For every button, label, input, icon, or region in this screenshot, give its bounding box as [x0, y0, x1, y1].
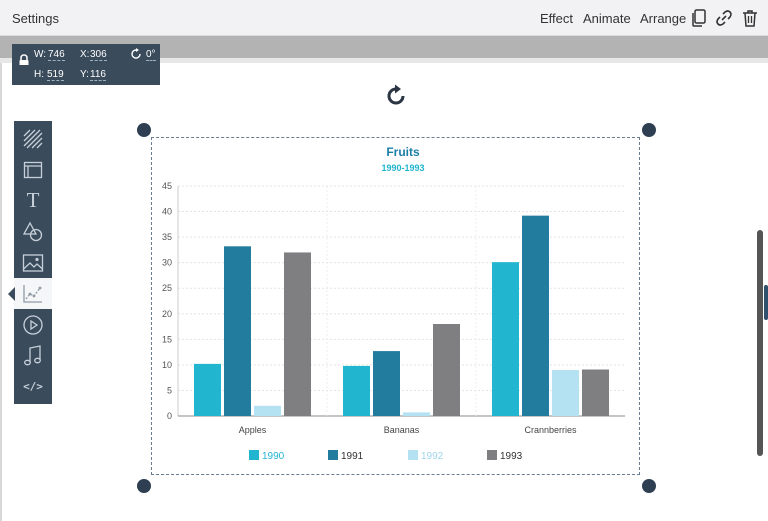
x-label: X:	[80, 49, 90, 60]
active-tool-pointer	[8, 287, 15, 301]
music-note-icon	[24, 344, 41, 365]
y-tick-label: 35	[162, 232, 172, 242]
tool-image[interactable]	[14, 247, 52, 278]
canvas-header-strip	[0, 36, 768, 58]
x-tick-label: Apples	[239, 425, 267, 435]
y-tick-label: 30	[162, 258, 172, 268]
legend-label-1992[interactable]: 1992	[421, 451, 444, 462]
legend-label-1993[interactable]: 1993	[500, 451, 523, 462]
y-tick-label: 15	[162, 334, 172, 344]
code-icon: </>	[23, 380, 43, 393]
y-tick-label: 25	[162, 283, 172, 293]
layout-icon	[23, 161, 43, 178]
legend-label-1990[interactable]: 1990	[262, 451, 285, 462]
animate-menu[interactable]: Animate	[583, 11, 631, 26]
tool-text[interactable]: T	[14, 185, 52, 216]
height-value[interactable]: 519	[47, 69, 64, 81]
legend-label-1991[interactable]: 1991	[341, 451, 364, 462]
panel-title: Settings	[12, 11, 59, 26]
text-icon: T	[26, 188, 40, 212]
bar-1993-apples[interactable]	[284, 252, 311, 416]
trash-icon[interactable]	[740, 8, 760, 28]
chart-title: Fruits	[386, 145, 420, 159]
x-tick-label: Bananas	[384, 425, 420, 435]
bar-1990-crannberries[interactable]	[492, 262, 519, 416]
effect-menu[interactable]: Effect	[540, 11, 574, 26]
vertical-scrollbar[interactable]	[757, 230, 763, 456]
resize-handle-bottom-right[interactable]	[642, 479, 656, 493]
tool-shapes[interactable]	[14, 216, 52, 247]
bar-1991-apples[interactable]	[224, 246, 251, 416]
x-tick-label: Crannberries	[524, 425, 577, 435]
bar-1991-crannberries[interactable]	[522, 215, 549, 416]
element-toolbox: T </>	[14, 121, 52, 404]
pattern-icon	[23, 129, 43, 148]
rotate-icon	[131, 48, 141, 59]
shapes-icon	[22, 221, 43, 241]
y-tick-label: 45	[162, 181, 172, 191]
tool-code[interactable]: </>	[14, 371, 52, 402]
y-value[interactable]: 116	[90, 69, 106, 81]
bar-1992-bananas[interactable]	[403, 412, 430, 416]
rotation-value[interactable]: 0°	[146, 49, 156, 61]
y-tick-label: 40	[162, 207, 172, 217]
tool-audio[interactable]	[14, 340, 52, 371]
bar-1993-crannberries[interactable]	[582, 369, 609, 416]
copy-icon[interactable]	[689, 8, 709, 28]
dimensions-panel: W: 746 X: 306 0° H: 519 Y: 116	[12, 44, 160, 85]
canvas-left-border	[0, 63, 2, 521]
link-icon[interactable]	[714, 8, 734, 28]
top-toolbar: Settings Effect Animate Arrange	[0, 0, 768, 36]
chart-subtitle: 1990-1993	[381, 163, 424, 173]
resize-handle-top-right[interactable]	[642, 123, 656, 137]
refresh-icon[interactable]	[384, 84, 408, 108]
x-value[interactable]: 306	[90, 49, 107, 61]
arrange-menu[interactable]: Arrange	[640, 11, 687, 26]
tool-pattern[interactable]	[14, 123, 52, 154]
legend-swatch-1993[interactable]	[487, 450, 497, 460]
resize-handle-top-left[interactable]	[137, 123, 151, 137]
y-tick-label: 10	[162, 360, 172, 370]
bar-1991-bananas[interactable]	[373, 351, 400, 416]
y-tick-label: 0	[167, 411, 172, 421]
tool-video[interactable]	[14, 309, 52, 340]
legend-swatch-1992[interactable]	[408, 450, 418, 460]
bar-1990-bananas[interactable]	[343, 365, 370, 416]
line-chart-icon	[23, 284, 42, 303]
width-label: W:	[34, 49, 47, 60]
bar-1992-crannberries[interactable]	[552, 370, 579, 416]
width-value[interactable]: 746	[48, 49, 65, 61]
y-tick-label: 20	[162, 309, 172, 319]
scrollbar-thumb[interactable]	[764, 285, 768, 320]
resize-handle-bottom-left[interactable]	[137, 479, 151, 493]
tool-layout[interactable]	[14, 154, 52, 185]
y-tick-label: 5	[167, 385, 172, 395]
canvas-top-border	[0, 58, 768, 63]
image-icon	[22, 253, 44, 272]
bar-1993-bananas[interactable]	[433, 324, 460, 416]
tool-chart[interactable]	[14, 278, 52, 309]
chart-selection-frame[interactable]	[151, 137, 640, 475]
bar-1990-apples[interactable]	[194, 363, 221, 416]
legend-swatch-1990[interactable]	[249, 450, 259, 460]
height-label: H:	[34, 69, 44, 80]
play-icon	[23, 314, 43, 335]
y-label: Y:	[80, 69, 89, 80]
legend-swatch-1991[interactable]	[328, 450, 338, 460]
bar-1992-apples[interactable]	[254, 405, 281, 416]
